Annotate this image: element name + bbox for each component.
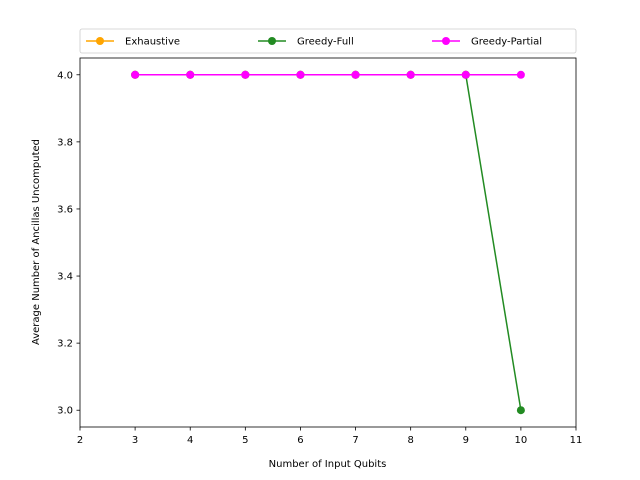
data-point-greedy-partial-3 [131, 70, 140, 79]
x-tick-label: 7 [352, 435, 358, 446]
x-tick-label: 9 [463, 435, 469, 446]
data-point-greedy-partial-9 [461, 70, 470, 79]
x-tick-label: 4 [187, 435, 193, 446]
data-point-greedy-full-10 [516, 406, 525, 415]
y-tick-label: 3.4 [57, 272, 73, 283]
x-tick-label: 3 [132, 435, 138, 446]
data-point-greedy-partial-5 [241, 70, 250, 79]
legend: Exhaustive Greedy-Full Greedy-Partial [79, 28, 577, 54]
data-point-greedy-partial-6 [296, 70, 305, 79]
legend-label-exhaustive: Exhaustive [125, 37, 180, 48]
legend-marker-greedy-full [268, 37, 276, 45]
legend-label-greedy-full: Greedy-Full [297, 37, 354, 48]
legend-label-greedy-partial: Greedy-Partial [471, 37, 542, 48]
x-tick-label: 5 [242, 435, 248, 446]
y-tick-label: 3.8 [57, 137, 73, 148]
x-tick-label: 10 [515, 435, 528, 446]
legend-box [79, 28, 577, 54]
x-axis-label: Number of Input Qubits [269, 459, 387, 470]
data-point-greedy-partial-10 [516, 70, 525, 79]
legend-marker-greedy-partial [442, 37, 450, 45]
x-tick-label: 6 [297, 435, 303, 446]
y-tick-label: 4.0 [57, 70, 73, 81]
data-point-greedy-partial-8 [406, 70, 415, 79]
y-tick-label: 3.6 [57, 204, 73, 215]
plot-frame [79, 57, 577, 428]
x-tick-label: 11 [570, 435, 583, 446]
axes [79, 57, 577, 428]
y-tick-label: 3.2 [57, 339, 73, 350]
y-axis-label: Average Number of Ancillas Uncomputed [31, 139, 42, 345]
ticks: 2 3 4 5 6 7 8 9 10 11 3.0 3.2 3.4 3.6 3.8 4.0 [57, 70, 582, 446]
series-line-greedy-full [134, 74, 522, 412]
x-tick-label: 8 [407, 435, 413, 446]
legend-marker-exhaustive [96, 37, 104, 45]
data-point-greedy-partial-4 [186, 70, 195, 79]
data-point-greedy-partial-7 [351, 70, 360, 79]
plot-marks [131, 70, 525, 415]
x-tick-label: 2 [77, 435, 83, 446]
y-tick-label: 3.0 [57, 406, 73, 417]
